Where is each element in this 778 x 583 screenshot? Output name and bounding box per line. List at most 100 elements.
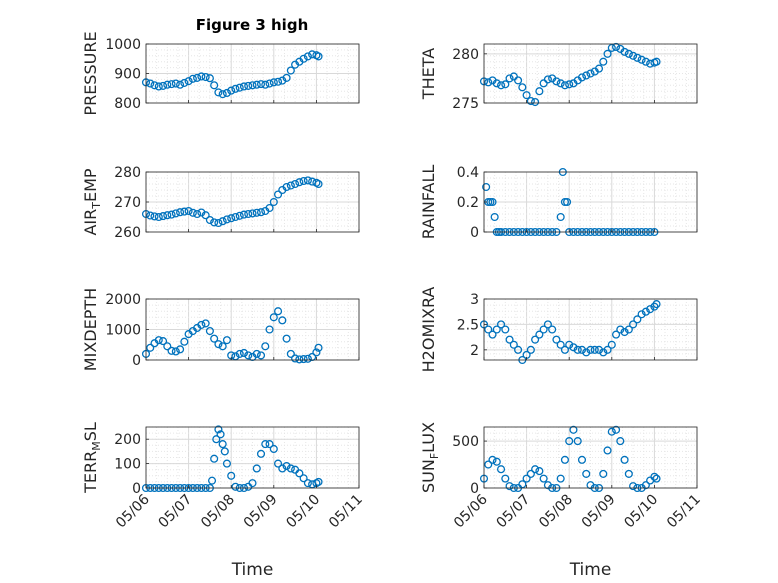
x-tick-label: 05/08 — [536, 492, 576, 532]
subplot-sunflux: 0 500 05/06 05/07 05/08 05/09 05/10 05/11 Time SU… — [419, 422, 704, 580]
data-point — [518, 83, 527, 92]
y-tick-label: 2.5 — [457, 317, 479, 333]
data-point — [314, 477, 323, 486]
data-point — [261, 440, 270, 449]
data-point — [548, 325, 557, 334]
data-point — [488, 330, 497, 339]
y-tick-label: 800 — [114, 96, 141, 112]
data-point — [299, 54, 308, 63]
data-point — [282, 334, 291, 343]
data-point — [158, 212, 168, 221]
data-point — [248, 81, 257, 90]
data-point — [244, 209, 253, 219]
data-point — [265, 203, 274, 213]
data-point — [641, 481, 650, 490]
data-point — [552, 335, 561, 344]
data-point — [492, 79, 501, 88]
data-point — [222, 459, 231, 468]
x-axis-label: Time — [569, 560, 612, 580]
y-axis-label: MIXDEPTH — [81, 288, 100, 371]
data-point — [282, 73, 291, 82]
data-point — [252, 80, 261, 89]
data-point — [158, 337, 168, 346]
data-point — [565, 80, 574, 89]
data-point — [218, 217, 227, 226]
subplot-mixdepth: 0 1000 2000 MIXDEPTH — [81, 288, 360, 371]
data-point — [278, 76, 287, 85]
data-point — [501, 474, 510, 483]
data-point — [291, 179, 300, 189]
data-point — [286, 349, 295, 358]
x-tick-label: 05/07 — [156, 492, 196, 532]
data-point — [235, 83, 244, 92]
data-point — [556, 79, 565, 88]
data-point — [188, 74, 197, 83]
data-point — [176, 345, 185, 354]
data-point — [612, 425, 621, 434]
y-tick-label: 0 — [470, 225, 479, 241]
y-tick-label: 0 — [132, 353, 141, 369]
y-axis-label: TERRMSL — [81, 422, 103, 494]
data-point — [563, 197, 572, 207]
grid — [145, 171, 360, 233]
y-tick-label: 900 — [114, 67, 141, 83]
data-point — [214, 425, 223, 434]
data-point — [484, 460, 493, 469]
subplot-terrmsl: 0 100 200 05/06 05/07 05/08 05/09 05/10 05/11 Tim… — [81, 422, 366, 580]
data-point — [171, 209, 180, 218]
data-point — [205, 215, 214, 225]
data-point — [560, 455, 569, 464]
data-point — [218, 342, 227, 351]
data-point — [650, 472, 659, 481]
data-point — [526, 469, 535, 478]
data-point — [624, 49, 633, 58]
data-point — [278, 316, 287, 325]
y-tick-label: 500 — [452, 434, 479, 450]
x-tick-label: 05/09 — [241, 492, 281, 532]
data-point — [641, 57, 650, 66]
data-point — [163, 211, 172, 220]
data-point — [312, 348, 321, 357]
data-point — [222, 88, 231, 98]
data-point — [556, 474, 565, 483]
data-point — [261, 80, 270, 89]
axes-box — [145, 426, 360, 489]
data-point — [488, 197, 497, 207]
data-point — [171, 347, 180, 356]
data-point — [231, 482, 240, 491]
data-point — [201, 72, 210, 82]
data-point — [505, 74, 514, 83]
data-point — [299, 355, 308, 364]
data-point — [535, 467, 544, 476]
data-point — [505, 482, 514, 491]
data-point — [531, 97, 540, 107]
data-point — [303, 479, 312, 488]
data-point — [274, 459, 283, 468]
subplot-h2omixra: 2 2.5 3 H2OMIXRA — [419, 287, 698, 373]
data-point — [265, 79, 274, 88]
data-point — [188, 208, 197, 217]
y-axis-label: H2OMIXRA — [419, 287, 438, 373]
data-point — [629, 482, 638, 491]
x-tick-label: 05/10 — [283, 492, 323, 532]
data-point — [274, 77, 283, 86]
data-point — [146, 343, 155, 352]
subplot-airtemp: 260 270 280 AIRTEMP — [81, 165, 360, 241]
data-point — [218, 440, 227, 449]
data-point — [496, 465, 506, 474]
x-tick-label: 05/09 — [579, 492, 619, 532]
data-point — [180, 337, 189, 346]
y-tick-label: 200 — [114, 432, 141, 448]
series-markers — [141, 425, 323, 493]
data-point — [269, 444, 278, 454]
data-point — [607, 43, 616, 52]
data-point — [599, 57, 608, 66]
figure-title: Figure 3 high — [196, 16, 309, 34]
data-point — [231, 212, 240, 222]
x-tick-label: 05/11 — [664, 492, 704, 532]
y-axis-label: AIRTEMP — [81, 168, 103, 235]
data-point — [543, 75, 552, 84]
grid — [145, 298, 360, 361]
